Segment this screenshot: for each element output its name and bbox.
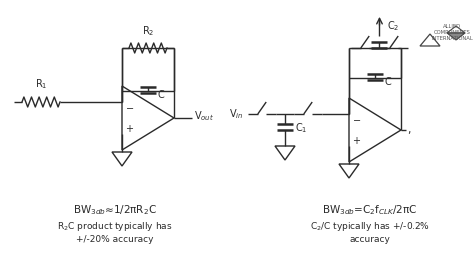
Text: C$_2$/C typically has +/-0.2%
accuracy: C$_2$/C typically has +/-0.2% accuracy <box>310 220 430 244</box>
Text: C$_1$: C$_1$ <box>295 121 308 135</box>
Text: $+$: $+$ <box>126 123 135 134</box>
Text: V$_{in}$: V$_{in}$ <box>228 107 243 121</box>
Text: R$_2$C product typically has
+/-20% accuracy: R$_2$C product typically has +/-20% accu… <box>57 220 173 244</box>
Text: C$_2$: C$_2$ <box>388 19 400 33</box>
Text: C: C <box>158 90 165 100</box>
Text: $-$: $-$ <box>353 114 362 124</box>
Text: C: C <box>385 77 392 87</box>
Polygon shape <box>447 33 465 40</box>
Text: BW$_{3db}$≈1/2πR$_2$C: BW$_{3db}$≈1/2πR$_2$C <box>73 203 157 217</box>
Text: ALLIED
COMPONENTS
INTERNATIONAL: ALLIED COMPONENTS INTERNATIONAL <box>431 24 473 41</box>
Text: BW$_{3db}$=C$_2$f$_{CLK}$/2πC: BW$_{3db}$=C$_2$f$_{CLK}$/2πC <box>322 203 418 217</box>
Text: R$_1$: R$_1$ <box>35 77 47 91</box>
Text: $+$: $+$ <box>353 135 362 146</box>
Text: V$_{out}$: V$_{out}$ <box>194 109 214 123</box>
Text: ,: , <box>407 125 410 135</box>
Text: R$_2$: R$_2$ <box>142 24 154 38</box>
Text: $-$: $-$ <box>126 102 135 112</box>
